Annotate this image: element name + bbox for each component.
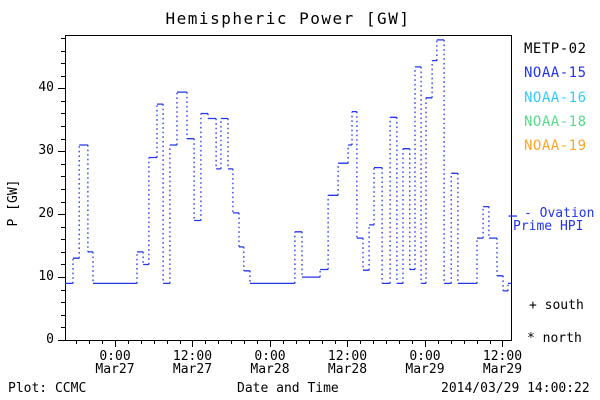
legend-noaa-19: NOAA-19: [524, 138, 587, 155]
legend-noaa-16: NOAA-16: [524, 89, 587, 106]
x-tick-label: 0:00 Mar28: [250, 349, 290, 377]
y-tick-label: 30: [38, 143, 54, 159]
ovation-prime-label-line1: - Ovation: [524, 206, 595, 221]
south-marker-label: + south: [529, 298, 584, 313]
y-tick-label: 20: [38, 206, 54, 222]
x-tick-label: 12:00 Mar28: [327, 349, 368, 377]
plot-border: [65, 35, 512, 341]
legend-noaa-18: NOAA-18: [524, 113, 587, 130]
x-tick-label: 0:00 Mar27: [95, 349, 135, 377]
x-tick-label: 12:00 Mar29: [482, 349, 523, 377]
north-marker-label: * north: [527, 331, 582, 346]
ovation-prime-label-line2: Prime HPI: [513, 219, 584, 234]
plot-source-label: Plot: CCMC: [8, 381, 87, 396]
y-tick-label: 0: [46, 332, 54, 347]
x-tick-label: 12:00 Mar27: [172, 349, 213, 377]
legend-noaa-15: NOAA-15: [524, 65, 587, 82]
plot-timestamp: 2014/03/29 14:00:22: [441, 381, 590, 396]
y-tick-label: 40: [38, 80, 54, 96]
chart-title: Hemispheric Power [GW]: [165, 9, 411, 28]
hpi-step-trace: [64, 39, 511, 292]
hpi-step-connectors: [72, 39, 509, 291]
x-tick-label: 0:00 Mar29: [405, 349, 445, 377]
x-axis-title: Date and Time: [237, 381, 339, 396]
y-tick-label: 10: [38, 269, 54, 285]
legend-metp-02: METP-02: [524, 41, 587, 57]
